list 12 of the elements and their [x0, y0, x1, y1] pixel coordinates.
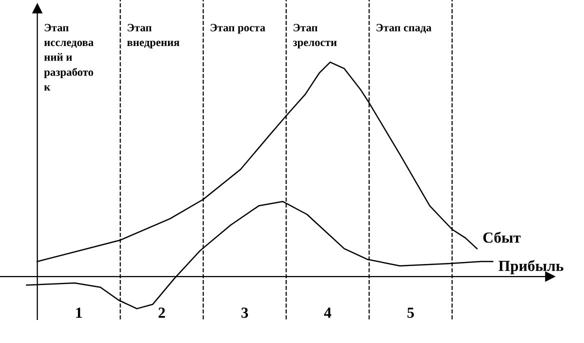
- annotation: Этап исследова ний и разработо к: [44, 24, 94, 90]
- x-tick-label: 1: [76, 308, 82, 318]
- x-tick-label: 3: [241, 308, 248, 318]
- text: Этап спада: [376, 24, 432, 34]
- series-label: Сбыт: [483, 232, 521, 243]
- text: Этап зрелости: [292, 24, 337, 48]
- x-tick-label: 2: [158, 308, 165, 318]
- x-tick-label: 5: [407, 308, 414, 318]
- x-tick-label: 4: [324, 308, 332, 318]
- series-label: Прибыль: [498, 260, 564, 274]
- text: Этап роста: [210, 24, 266, 34]
- text: Этап внедрения: [127, 24, 180, 48]
